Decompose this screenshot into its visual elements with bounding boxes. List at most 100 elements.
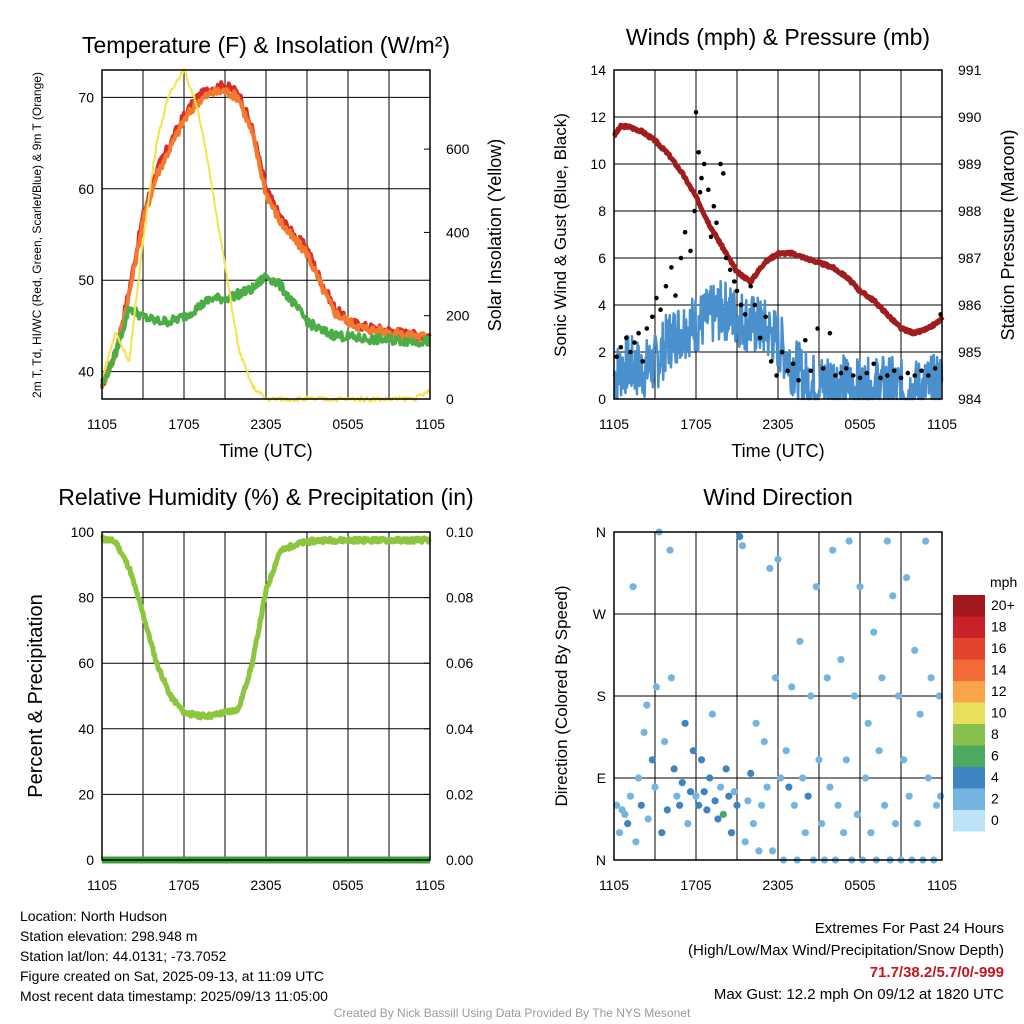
legend-swatch [953,767,985,789]
direction-point [790,801,799,809]
legend-label: 14 [991,662,1007,678]
y-tick-label-right: 0.04 [446,721,473,737]
direction-point [913,820,922,828]
direction-point [629,583,637,591]
x-tick-label: 0505 [844,877,875,893]
direction-point [681,719,689,727]
gust-point [708,234,714,240]
y-axis-label-right: Station Pressure (Maroon) [998,129,1018,340]
direction-point [922,537,930,545]
legend-swatch [953,616,985,638]
gust-point [785,368,790,374]
direction-point [624,820,632,828]
direction-point [834,801,842,809]
y-tick-label-right: 600 [446,141,470,157]
x-tick-label: 1705 [680,877,711,893]
y-tick-label-left: W [593,606,607,622]
plot-frame [613,531,943,861]
series-line [100,86,432,389]
station-info: Location: North Hudson Station elevation… [20,906,328,1006]
y-tick-label-left: 4 [598,297,606,313]
legend-swatch [953,702,985,724]
direction-point [673,792,681,800]
gust-point [850,373,856,378]
direction-point [758,801,766,809]
direction-point [804,792,812,800]
legend-label: 8 [991,726,999,742]
direction-point [695,801,703,809]
y-axis-label-left: Sonic Wind & Gust (Blue, Black) [551,113,570,357]
direction-point [763,783,771,791]
direction-point [703,806,711,814]
direction-point [864,719,872,727]
direction-point [714,815,722,823]
station-elevation: Station elevation: 298.948 m [20,928,198,944]
direction-point [706,774,714,782]
legend-label: 0 [991,812,999,828]
direction-point [661,738,669,746]
direction-point [684,820,692,828]
direction-point [935,692,943,700]
direction-point [924,774,932,782]
direction-point [666,546,674,554]
y-tick-label-left: 20 [78,786,94,802]
legend-label: 10 [991,705,1007,721]
legend-swatch [953,681,985,703]
y-tick-label-left: 6 [598,250,606,266]
x-tick-label: 1105 [87,416,117,432]
direction-point [829,546,837,554]
direction-point [652,683,661,691]
direction-point [708,710,717,718]
x-tick-label: 1105 [87,877,117,893]
y-tick-label-left: 100 [71,524,95,540]
gust-point [833,373,838,378]
direction-point [719,810,727,819]
direction-point [911,646,919,655]
legend-swatch [953,788,985,810]
direction-point [686,788,695,796]
direction-point [932,801,941,809]
direction-point [725,792,733,800]
x-tick-label: 1105 [415,877,445,893]
x-tick-label: 0505 [332,877,363,893]
plot-frame [101,531,431,861]
legend-swatch [953,745,985,767]
direction-point [837,656,845,664]
gust-point [699,175,704,181]
direction-point [663,806,671,814]
direction-point [727,829,736,837]
x-axis-label: Time (UTC) [219,441,312,461]
direction-point [937,792,945,800]
y-tick-label-left: 60 [78,655,94,671]
gust-point [779,349,785,355]
y-tick-label-right: 989 [958,156,982,172]
direction-point [635,774,643,782]
direction-point [875,747,883,755]
legend-label: 18 [991,619,1007,635]
direction-point [801,829,809,837]
gust-point [768,359,774,364]
direction-point [853,810,861,819]
x-tick-label: 1705 [168,416,199,432]
direction-point [752,719,760,727]
gust-point [844,366,849,371]
x-tick-label: 1705 [680,416,711,432]
direction-point [766,564,774,573]
gust-point [727,267,733,273]
legend-swatch [953,810,985,832]
gust-point [790,361,796,367]
direction-point [667,674,676,682]
y-tick-label-right: 0.10 [446,524,473,540]
gust-point [898,375,904,381]
direction-point [700,788,708,796]
series-line [612,279,944,401]
direction-point [771,674,779,682]
direction-point [736,533,744,541]
direction-point [878,674,886,682]
temperature-insolation-panel: Temperature (F) & Insolation (W/m²) 1105 1… [30,32,505,461]
gust-point [701,161,707,167]
x-tick-label: 2305 [762,416,793,432]
direction-point [626,792,635,800]
direction-point [632,838,640,846]
y-tick-label-right: 984 [958,391,982,407]
